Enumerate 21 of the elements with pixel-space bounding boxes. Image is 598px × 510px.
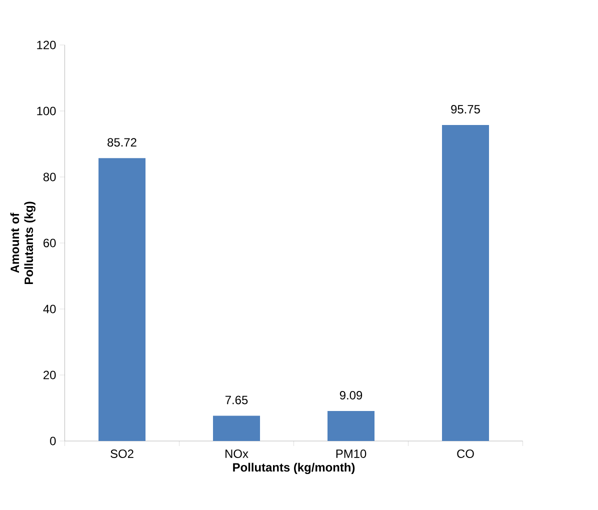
y-tick-label: 80 — [43, 172, 56, 182]
x-tick-label: CO — [457, 450, 474, 458]
bar — [442, 125, 490, 441]
x-tick-label: NOx — [226, 450, 248, 458]
y-tick-label: 0 — [50, 436, 56, 446]
data-label: 95.75 — [451, 105, 480, 114]
y-tick-label: 100 — [37, 106, 56, 116]
bar — [213, 416, 260, 441]
y-tick-label: 60 — [44, 238, 56, 248]
y-tick-label: 20 — [44, 370, 56, 380]
x-tick-label: PM10 — [336, 450, 366, 458]
x-tick-label: SO2 — [110, 450, 134, 458]
bar — [98, 158, 146, 441]
data-label: 7.65 — [225, 396, 248, 404]
y-tick-label: 40 — [43, 304, 56, 314]
x-axis-title: Pollutants (kg/month) — [233, 462, 355, 474]
bar — [328, 411, 375, 441]
y-tick-label: 120 — [37, 40, 56, 50]
data-label: 85.72 — [108, 138, 136, 147]
y-axis-title: Amount of Pollutants (kg) — [10, 202, 36, 284]
data-label: 9.09 — [340, 391, 362, 400]
